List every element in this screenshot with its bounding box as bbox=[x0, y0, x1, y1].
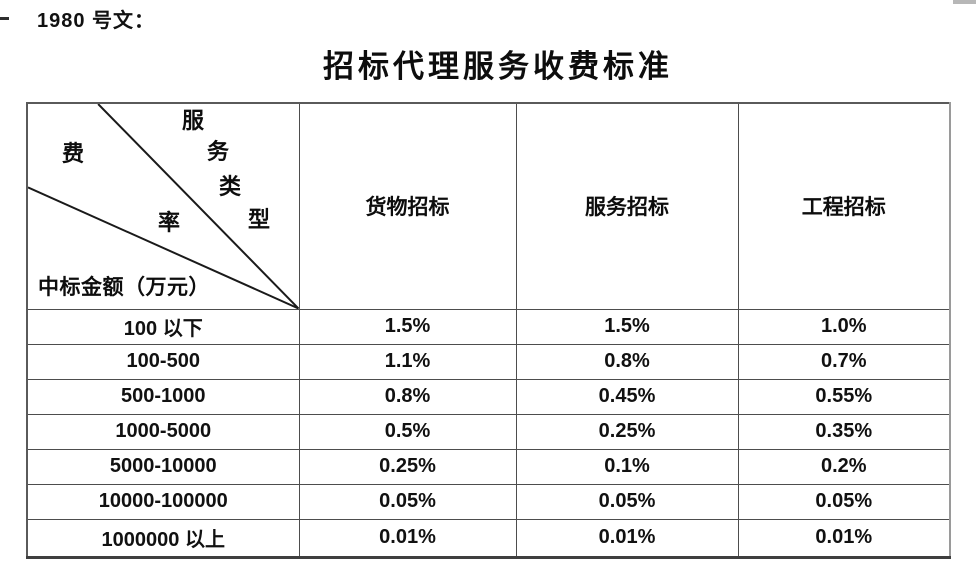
services-rate-cell: 0.01% bbox=[515, 518, 739, 558]
works-rate-cell: 0.35% bbox=[737, 413, 951, 450]
amount-range-cell: 500-1000 bbox=[26, 378, 300, 415]
fee-standard-table: 服 务 类 型 费 率 中标金额（万元） 货物招标 服务招标 工程招标 100 … bbox=[26, 102, 951, 559]
amount-range-cell: 5000-10000 bbox=[26, 448, 300, 485]
corner-fee-rate-char-2: 率 bbox=[158, 210, 181, 235]
works-rate-cell: 0.2% bbox=[737, 448, 951, 485]
corner-amount-axis-label: 中标金额（万元） bbox=[38, 275, 210, 299]
goods-rate-cell: 1.5% bbox=[298, 308, 517, 345]
corner-service-type-char-3: 类 bbox=[219, 174, 242, 199]
services-rate-cell: 0.45% bbox=[515, 378, 739, 415]
table-row: 1000000 以上 0.01% 0.01% 0.01% bbox=[26, 518, 951, 558]
header-row: 服 务 类 型 费 率 中标金额（万元） 货物招标 服务招标 工程招标 bbox=[26, 102, 951, 310]
amount-range-cell: 1000000 以上 bbox=[26, 518, 300, 558]
corner-service-type-char-1: 服 bbox=[182, 108, 205, 133]
table-row: 100 以下 1.5% 1.5% 1.0% bbox=[26, 308, 951, 345]
services-rate-cell: 0.05% bbox=[515, 483, 739, 520]
doc-number: 1980 号文： bbox=[37, 10, 156, 32]
goods-rate-cell: 0.5% bbox=[298, 413, 517, 450]
column-header-works-bidding: 工程招标 bbox=[737, 102, 951, 310]
amount-range-cell: 1000-5000 bbox=[26, 413, 300, 450]
table-row: 100-500 1.1% 0.8% 0.7% bbox=[26, 343, 951, 380]
corner-fee-rate-char-1: 费 bbox=[62, 141, 85, 166]
corner-service-type-char-2: 务 bbox=[207, 139, 230, 164]
column-header-services-bidding: 服务招标 bbox=[515, 102, 739, 310]
table-corner-cell: 服 务 类 型 费 率 中标金额（万元） bbox=[26, 102, 300, 310]
amount-range-cell: 10000-100000 bbox=[26, 483, 300, 520]
table-row: 5000-10000 0.25% 0.1% 0.2% bbox=[26, 448, 951, 485]
table-row: 10000-100000 0.05% 0.05% 0.05% bbox=[26, 483, 951, 520]
goods-rate-cell: 0.8% bbox=[298, 378, 517, 415]
table-row: 500-1000 0.8% 0.45% 0.55% bbox=[26, 378, 951, 415]
works-rate-cell: 1.0% bbox=[737, 308, 951, 345]
services-rate-cell: 0.25% bbox=[515, 413, 739, 450]
services-rate-cell: 1.5% bbox=[515, 308, 739, 345]
corner-service-type-char-4: 型 bbox=[248, 207, 271, 232]
page-title: 招标代理服务收费标准 bbox=[323, 49, 673, 84]
works-rate-cell: 0.7% bbox=[737, 343, 951, 380]
screen-corner-artifact bbox=[953, 0, 976, 4]
goods-rate-cell: 0.05% bbox=[298, 483, 517, 520]
diagonal-divider-lines bbox=[28, 104, 298, 308]
table-row: 1000-5000 0.5% 0.25% 0.35% bbox=[26, 413, 951, 450]
works-rate-cell: 0.05% bbox=[737, 483, 951, 520]
goods-rate-cell: 0.25% bbox=[298, 448, 517, 485]
goods-rate-cell: 1.1% bbox=[298, 343, 517, 380]
works-rate-cell: 0.55% bbox=[737, 378, 951, 415]
scan-fold-mark-artifact bbox=[0, 17, 9, 20]
goods-rate-cell: 0.01% bbox=[298, 518, 517, 558]
amount-range-cell: 100-500 bbox=[26, 343, 300, 380]
amount-range-cell: 100 以下 bbox=[26, 308, 300, 345]
works-rate-cell: 0.01% bbox=[737, 518, 951, 558]
services-rate-cell: 0.1% bbox=[515, 448, 739, 485]
column-header-goods-bidding: 货物招标 bbox=[298, 102, 517, 310]
services-rate-cell: 0.8% bbox=[515, 343, 739, 380]
